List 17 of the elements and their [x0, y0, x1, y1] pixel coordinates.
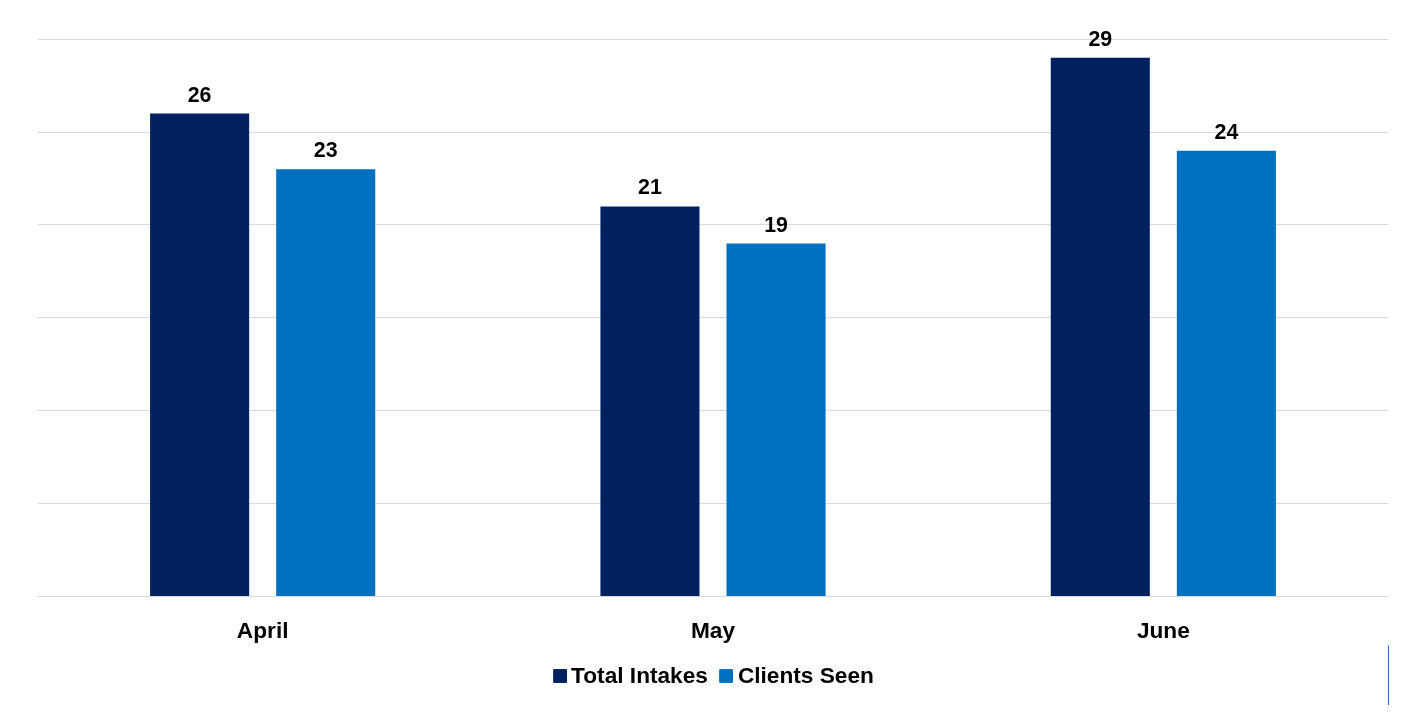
bar: [1176, 150, 1276, 597]
bar: [600, 206, 700, 597]
x-tick-label: April: [236, 616, 289, 643]
x-tick-label: June: [1136, 616, 1190, 643]
legend-label: Clients Seen: [737, 661, 874, 689]
bar: [726, 243, 826, 597]
data-label: 24: [1214, 119, 1239, 144]
legend-label: Total Intakes: [571, 661, 708, 689]
data-label: 19: [764, 212, 789, 237]
data-label: 23: [313, 138, 338, 163]
data-label: 21: [638, 175, 662, 200]
data-label: 26: [187, 82, 212, 107]
x-tick-label: May: [690, 616, 736, 643]
bar: [1050, 57, 1150, 597]
bar: [276, 169, 376, 597]
data-label: 29: [1088, 26, 1113, 51]
bar: [150, 113, 250, 597]
